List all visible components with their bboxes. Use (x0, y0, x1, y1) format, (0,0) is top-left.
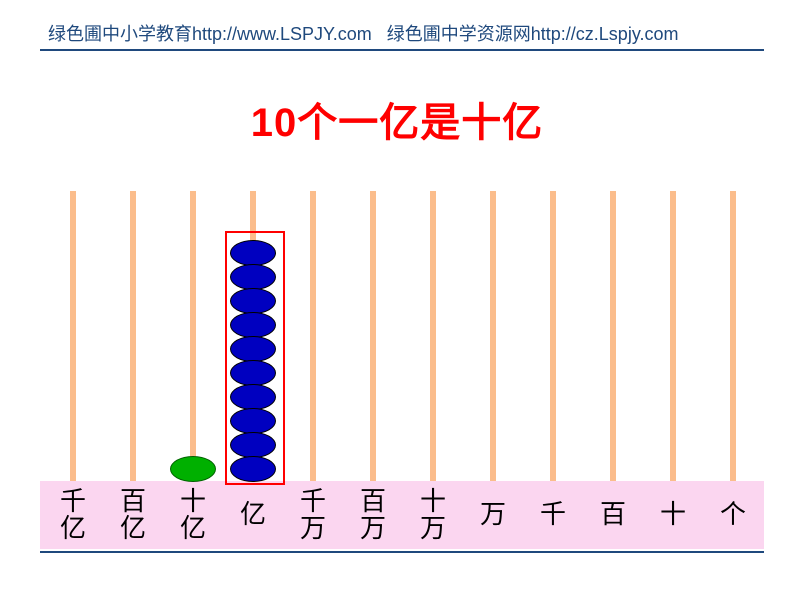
bead-stack (230, 241, 276, 481)
abacus-rod (190, 191, 196, 481)
abacus-rod (610, 191, 616, 481)
place-value-label: 十 (643, 481, 703, 549)
place-value-label: 百亿 (103, 481, 163, 549)
abacus-rod (310, 191, 316, 481)
abacus-rod (670, 191, 676, 481)
bead-blue (230, 360, 276, 386)
bead-blue (230, 288, 276, 314)
bead-blue (230, 384, 276, 410)
header-right: 绿色圃中学资源网http://cz.Lspjy.com (387, 24, 679, 44)
place-value-label: 万 (463, 481, 523, 549)
header-underline (40, 49, 764, 51)
bead-blue (230, 336, 276, 362)
place-value-label: 个 (703, 481, 763, 549)
abacus-rod (130, 191, 136, 481)
header-text: 绿色圃中小学教育http://www.LSPJY.com 绿色圃中学资源网htt… (48, 20, 764, 46)
abacus-diagram: 千亿百亿十亿亿千万百万十万万千百十个 (40, 175, 764, 581)
bead-blue (230, 432, 276, 458)
abacus-rod (730, 191, 736, 481)
slide-title: 10个一亿是十亿 (0, 90, 794, 148)
abacus-rod (550, 191, 556, 481)
bead-blue (230, 312, 276, 338)
header-left: 绿色圃中小学教育http://www.LSPJY.com (48, 24, 372, 44)
abacus-rod (370, 191, 376, 481)
abacus-rod (490, 191, 496, 481)
slide: 绿色圃中小学教育http://www.LSPJY.com 绿色圃中学资源网htt… (0, 0, 794, 596)
footer-line (40, 551, 764, 553)
place-value-label: 亿 (223, 481, 283, 549)
bead-blue (230, 456, 276, 482)
place-value-label: 千万 (283, 481, 343, 549)
bead-green (170, 456, 216, 482)
bead-blue (230, 264, 276, 290)
abacus-rod (430, 191, 436, 481)
place-value-label: 千亿 (43, 481, 103, 549)
bead-stack (170, 457, 216, 481)
place-value-label: 百 (583, 481, 643, 549)
abacus-rod (70, 191, 76, 481)
bead-blue (230, 240, 276, 266)
place-value-label: 百万 (343, 481, 403, 549)
place-value-label: 十万 (403, 481, 463, 549)
place-value-label: 十亿 (163, 481, 223, 549)
place-value-label: 千 (523, 481, 583, 549)
bead-blue (230, 408, 276, 434)
